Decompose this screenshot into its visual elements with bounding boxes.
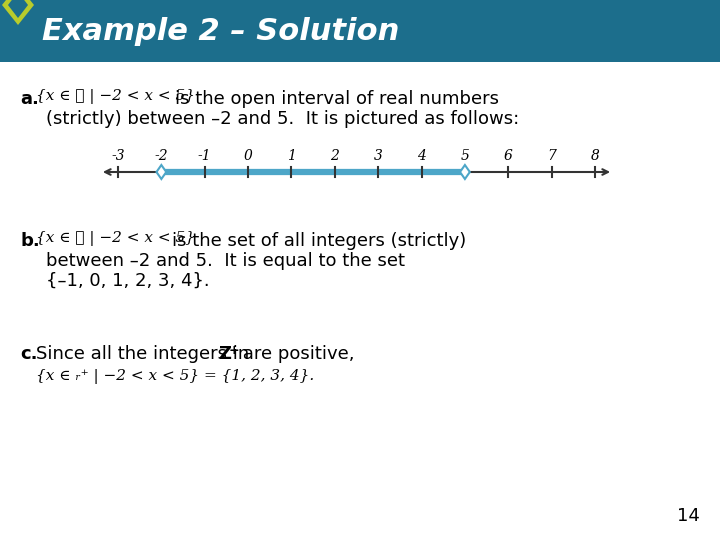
Text: are positive,: are positive, [237,345,354,363]
Text: {x ∈ ℤ | −2 < x < 5}: {x ∈ ℤ | −2 < x < 5} [36,231,195,246]
Text: 2: 2 [330,149,339,163]
Text: 7: 7 [547,149,556,163]
Text: (strictly) between –2 and 5.  It is pictured as follows:: (strictly) between –2 and 5. It is pictu… [46,110,519,128]
Text: b.: b. [20,232,40,250]
Bar [0,0,720,62]
Text: Z: Z [218,345,231,363]
Text: +: + [229,344,240,357]
Text: 14: 14 [677,507,700,525]
Text: is the open interval of real numbers: is the open interval of real numbers [175,90,499,108]
Text: c.: c. [20,345,37,363]
Text: 0: 0 [243,149,253,163]
Text: {x ∈ ᵣ⁺ | −2 < x < 5} = {1, 2, 3, 4}.: {x ∈ ᵣ⁺ | −2 < x < 5} = {1, 2, 3, 4}. [36,369,314,384]
Text: 1: 1 [287,149,296,163]
Text: 5: 5 [461,149,469,163]
Polygon shape [156,165,166,179]
Text: is the set of all integers (strictly): is the set of all integers (strictly) [172,232,467,250]
Text: a.: a. [20,90,39,108]
Text: 4: 4 [417,149,426,163]
Polygon shape [2,0,34,25]
Text: {x ∈ ℝ | −2 < x < 5}: {x ∈ ℝ | −2 < x < 5} [36,89,195,104]
Text: 3: 3 [374,149,382,163]
Text: 6: 6 [504,149,513,163]
Polygon shape [8,0,28,18]
Text: -2: -2 [155,149,168,163]
Text: Example 2 – Solution: Example 2 – Solution [42,17,400,45]
Text: -1: -1 [198,149,212,163]
Text: {–1, 0, 1, 2, 3, 4}.: {–1, 0, 1, 2, 3, 4}. [46,272,210,290]
Text: between –2 and 5.  It is equal to the set: between –2 and 5. It is equal to the set [46,252,405,270]
Text: -3: -3 [111,149,125,163]
Polygon shape [460,165,470,179]
Text: 8: 8 [590,149,600,163]
Text: Since all the integers in: Since all the integers in [36,345,255,363]
